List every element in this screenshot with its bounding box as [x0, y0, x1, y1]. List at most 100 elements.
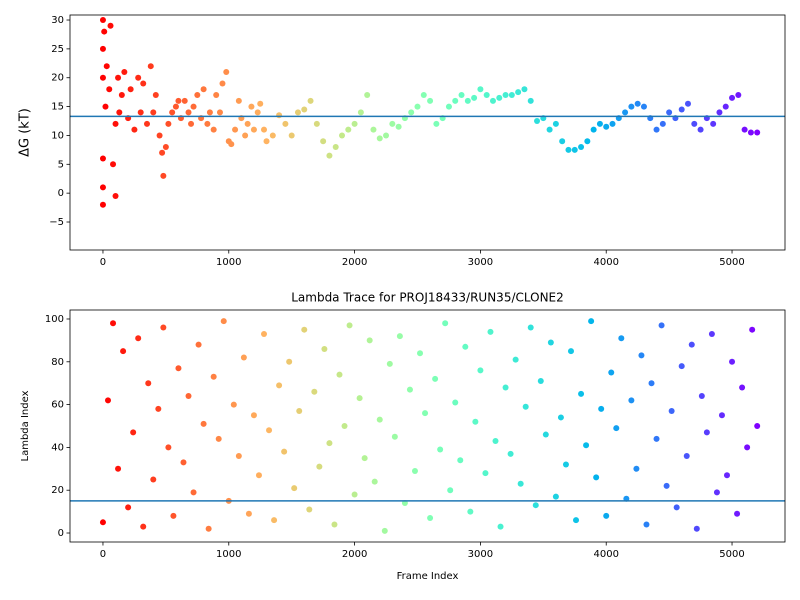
- point: [366, 337, 373, 344]
- point: [150, 109, 157, 116]
- point: [688, 341, 695, 348]
- point: [248, 103, 255, 110]
- point: [242, 132, 249, 139]
- point: [276, 382, 283, 389]
- point: [376, 135, 383, 142]
- point: [457, 457, 464, 464]
- point: [336, 371, 343, 378]
- point: [175, 97, 182, 104]
- point: [110, 320, 117, 327]
- point: [99, 184, 106, 191]
- point: [437, 446, 444, 453]
- point: [200, 86, 207, 93]
- point: [135, 74, 142, 81]
- point: [266, 427, 273, 434]
- point: [181, 97, 188, 104]
- point: [508, 92, 515, 99]
- point: [445, 103, 452, 110]
- point: [678, 106, 685, 113]
- point: [527, 97, 534, 104]
- point: [240, 354, 247, 361]
- y-tick-label: 25: [51, 44, 64, 55]
- point: [381, 527, 388, 534]
- point: [370, 126, 377, 133]
- point: [316, 463, 323, 470]
- point: [458, 92, 465, 99]
- point: [223, 68, 230, 75]
- point: [754, 129, 761, 136]
- point: [313, 120, 320, 127]
- point: [643, 521, 650, 528]
- point: [406, 386, 413, 393]
- point: [165, 444, 172, 451]
- axes-frame: [69, 309, 786, 543]
- point: [99, 201, 106, 208]
- point: [497, 523, 504, 530]
- point: [546, 126, 553, 133]
- point: [371, 478, 378, 485]
- point: [622, 109, 629, 116]
- point: [512, 356, 519, 363]
- point: [143, 120, 150, 127]
- point: [257, 100, 264, 107]
- point: [130, 429, 137, 436]
- point: [659, 120, 666, 127]
- x-tick-label: 0: [100, 257, 106, 268]
- point: [628, 103, 635, 110]
- y-tick-label: 20: [51, 73, 64, 84]
- point: [156, 132, 163, 139]
- point: [452, 97, 459, 104]
- point: [537, 378, 544, 385]
- point: [194, 92, 201, 99]
- point: [321, 345, 328, 352]
- point: [487, 328, 494, 335]
- point: [205, 525, 212, 532]
- y-tick-label: 60: [51, 400, 64, 411]
- point: [496, 94, 503, 101]
- points: [99, 17, 761, 208]
- point: [565, 146, 572, 153]
- point: [155, 405, 162, 412]
- point: [584, 138, 591, 145]
- y-tick-label: 10: [51, 130, 64, 141]
- point: [507, 450, 514, 457]
- point: [307, 97, 314, 104]
- point: [391, 433, 398, 440]
- point: [618, 335, 625, 342]
- point: [127, 86, 134, 93]
- point: [698, 393, 705, 400]
- point: [522, 403, 529, 410]
- x-tick-label: 1000: [216, 549, 241, 560]
- point: [653, 126, 660, 133]
- point: [320, 138, 327, 145]
- point: [395, 123, 402, 130]
- point: [101, 28, 108, 35]
- point: [269, 132, 276, 139]
- point: [729, 358, 736, 365]
- y-axis-label: Lambda Index: [20, 390, 31, 461]
- point: [296, 408, 303, 415]
- point: [588, 318, 595, 325]
- point: [442, 320, 449, 327]
- point: [116, 109, 123, 116]
- y-tick-label: −5: [49, 217, 64, 228]
- point: [235, 97, 242, 104]
- point: [110, 161, 117, 168]
- point: [389, 120, 396, 127]
- point: [472, 418, 479, 425]
- chart-title: Lambda Trace for PROJ18433/RUN35/CLONE2: [291, 291, 564, 305]
- point: [135, 335, 142, 342]
- point: [140, 80, 147, 87]
- x-tick-label: 2000: [342, 549, 367, 560]
- point: [557, 414, 564, 421]
- point: [326, 440, 333, 447]
- point: [735, 92, 742, 99]
- point: [351, 120, 358, 127]
- point: [739, 384, 746, 391]
- y-tick-label: 40: [51, 442, 64, 453]
- point: [306, 506, 313, 513]
- point: [638, 352, 645, 359]
- point: [734, 510, 741, 517]
- y-tick-label: 80: [51, 357, 64, 368]
- point: [593, 474, 600, 481]
